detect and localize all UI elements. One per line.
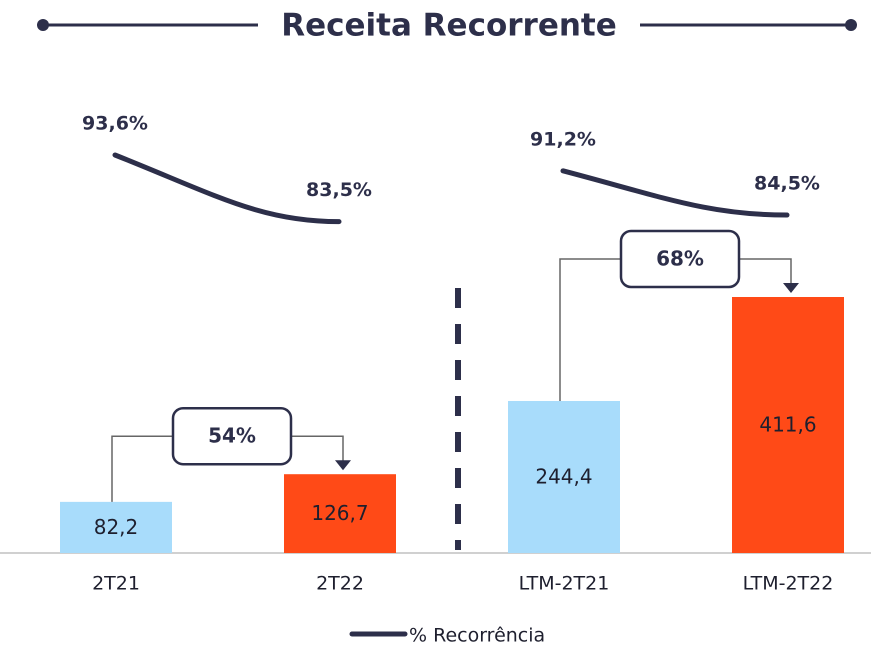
growth-connector <box>559 258 792 401</box>
growth-label: 54% <box>208 424 256 448</box>
growth-connector <box>111 435 344 502</box>
recurrence-label: 91,2% <box>530 128 596 150</box>
x-tick-label: LTM-2T21 <box>519 573 610 595</box>
bar-value-label: 244,4 <box>535 464 592 488</box>
bar-value-label: 82,2 <box>94 515 139 539</box>
growth-box <box>619 229 741 289</box>
growth-box <box>171 406 293 466</box>
bar-value-label: 411,6 <box>759 413 816 437</box>
bar <box>732 297 844 553</box>
recurrence-line <box>560 168 790 218</box>
bar <box>284 474 396 553</box>
title-dot <box>845 19 857 31</box>
x-tick-label: 2T22 <box>316 573 364 595</box>
growth-arrow <box>783 283 799 293</box>
x-tick-label: 2T21 <box>92 573 140 595</box>
bar <box>508 400 620 553</box>
bar <box>60 501 172 553</box>
growth-label: 68% <box>656 247 704 271</box>
legend-label: % Recorrência <box>409 625 545 647</box>
x-tick-label: LTM-2T22 <box>743 573 834 595</box>
recurrence-label: 83,5% <box>306 179 372 201</box>
bar-value-label: 126,7 <box>311 501 368 525</box>
growth-arrow <box>335 460 351 471</box>
recurrence-line <box>112 152 342 225</box>
recurrence-label: 93,6% <box>82 113 148 135</box>
chart-title: Receita Recorrente <box>281 8 617 44</box>
recurrence-label: 84,5% <box>754 173 820 195</box>
